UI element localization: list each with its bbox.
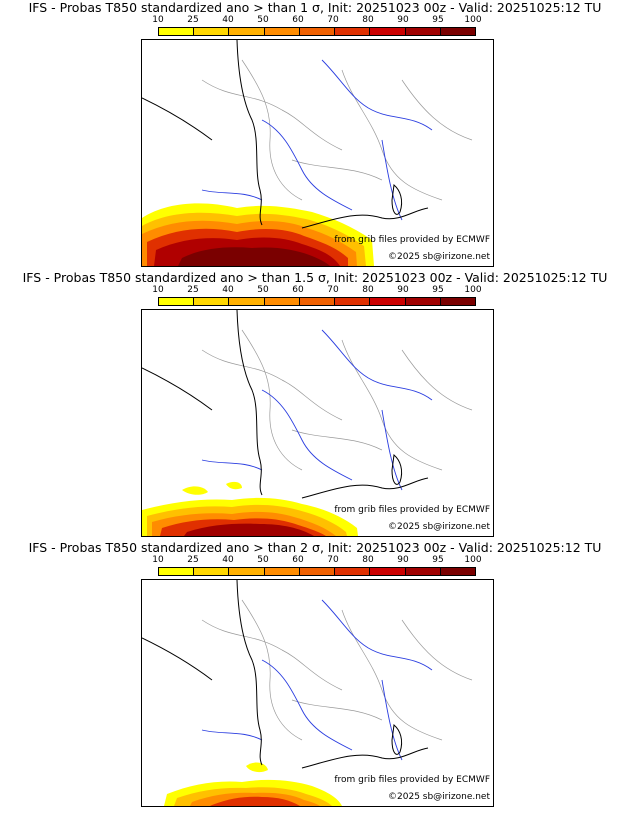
colorbar-tick: 80: [362, 15, 374, 25]
rivers: [201, 59, 433, 221]
colorbar-tick: 10: [152, 285, 164, 295]
colorbar-segment: [194, 298, 230, 305]
map-canvas: [142, 580, 473, 806]
colorbar-tick: 60: [292, 555, 304, 565]
colorbar-tick: 40: [222, 15, 234, 25]
source-credit: from grib files provided by ECMWF: [334, 235, 490, 245]
colorbar-segment: [335, 298, 371, 305]
colorbar-tick-labels: 10 25 40 50 60 70 80 90 95 100: [150, 285, 490, 297]
colorbar-tick: 100: [464, 15, 482, 25]
colorbar-tick: 25: [187, 285, 199, 295]
panel-title: IFS - Probas T850 standardized ano > tha…: [28, 540, 602, 555]
colorbar-segment: [370, 568, 406, 575]
colorbar-segment: [405, 28, 441, 35]
colorbar-tick: 95: [432, 285, 444, 295]
map-canvas: [142, 40, 473, 266]
colorbar-segment: [405, 298, 441, 305]
colorbar-segment: [299, 298, 336, 305]
map-canvas: [142, 310, 473, 536]
admin-borders: [201, 329, 473, 471]
colorbar-segment: [194, 568, 230, 575]
copyright-credit: ©2025 sb@irizone.net: [388, 522, 490, 532]
colorbar: [158, 567, 476, 576]
colorbar-segment: [159, 298, 195, 305]
colorbar-segment: [229, 28, 265, 35]
colorbar-segment: [159, 28, 195, 35]
colorbar-tick: 25: [187, 15, 199, 25]
panel-title: IFS - Probas T850 standardized ano > tha…: [22, 270, 608, 285]
colorbar-tick: 25: [187, 555, 199, 565]
colorbar-segment: [440, 568, 475, 575]
probability-field: [164, 762, 342, 806]
map-panel-3: IFS - Probas T850 standardized ano > tha…: [0, 540, 630, 809]
coastline: [142, 580, 429, 769]
source-credit: from grib files provided by ECMWF: [334, 505, 490, 515]
colorbar-tick: 40: [222, 285, 234, 295]
colorbar-tick: 60: [292, 15, 304, 25]
colorbar-segment: [440, 28, 475, 35]
colorbar-segment: [335, 28, 371, 35]
colorbar-tick-labels: 10 25 40 50 60 70 80 90 95 100: [150, 555, 490, 567]
colorbar-tick: 100: [464, 555, 482, 565]
colorbar-segment: [440, 298, 475, 305]
colorbar-tick: 10: [152, 555, 164, 565]
admin-borders: [201, 59, 473, 201]
colorbar-tick: 90: [397, 555, 409, 565]
copyright-credit: ©2025 sb@irizone.net: [388, 792, 490, 802]
colorbar-tick-labels: 10 25 40 50 60 70 80 90 95 100: [150, 15, 490, 27]
colorbar-tick: 95: [432, 15, 444, 25]
coastline: [142, 310, 429, 499]
colorbar-tick: 10: [152, 15, 164, 25]
probability-map: from grib files provided by ECMWF ©2025 …: [141, 579, 494, 807]
colorbar-segment: [229, 568, 265, 575]
colorbar-segment: [159, 568, 195, 575]
map-panel-1: IFS - Probas T850 standardized ano > tha…: [0, 0, 630, 269]
probability-map: from grib files provided by ECMWF ©2025 …: [141, 39, 494, 267]
colorbar-segment: [194, 28, 230, 35]
colorbar-tick: 90: [397, 285, 409, 295]
colorbar-tick: 70: [327, 285, 339, 295]
colorbar-tick: 50: [257, 285, 269, 295]
colorbar-tick: 80: [362, 555, 374, 565]
colorbar-segment: [229, 298, 265, 305]
colorbar-segment: [299, 568, 336, 575]
colorbar-segment: [335, 568, 371, 575]
coastline: [142, 40, 429, 229]
colorbar-tick: 95: [432, 555, 444, 565]
colorbar-segment: [370, 298, 406, 305]
colorbar-tick: 40: [222, 555, 234, 565]
colorbar-tick: 50: [257, 555, 269, 565]
copyright-credit: ©2025 sb@irizone.net: [388, 252, 490, 262]
colorbar-segment: [264, 568, 300, 575]
colorbar-segment: [405, 568, 441, 575]
colorbar-tick: 80: [362, 285, 374, 295]
colorbar-tick: 60: [292, 285, 304, 295]
map-panel-2: IFS - Probas T850 standardized ano > tha…: [0, 270, 630, 539]
colorbar-segment: [264, 28, 300, 35]
colorbar-tick: 70: [327, 555, 339, 565]
colorbar-segment: [370, 28, 406, 35]
probability-field: [142, 481, 358, 536]
panel-title: IFS - Probas T850 standardized ano > tha…: [28, 0, 602, 15]
colorbar-tick: 70: [327, 15, 339, 25]
colorbar-segment: [264, 298, 300, 305]
probability-map: from grib files provided by ECMWF ©2025 …: [141, 309, 494, 537]
colorbar: [158, 27, 476, 36]
source-credit: from grib files provided by ECMWF: [334, 775, 490, 785]
colorbar-tick: 50: [257, 15, 269, 25]
rivers: [201, 329, 433, 491]
colorbar-tick: 90: [397, 15, 409, 25]
admin-borders: [201, 599, 473, 741]
colorbar-segment: [299, 28, 336, 35]
colorbar: [158, 297, 476, 306]
rivers: [201, 599, 433, 761]
colorbar-tick: 100: [464, 285, 482, 295]
